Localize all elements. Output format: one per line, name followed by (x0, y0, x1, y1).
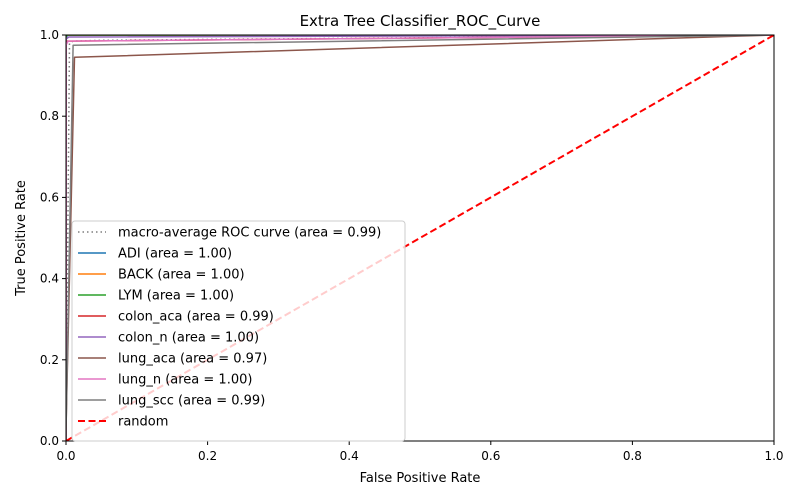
legend-label: BACK (area = 1.00) (118, 268, 245, 283)
series-line-lung-n (66, 35, 774, 441)
legend-label: macro-average ROC curve (area = 0.99) (118, 226, 381, 241)
x-tick-label: 0.2 (198, 449, 217, 463)
legend-box (71, 220, 406, 442)
y-tick-label: 1.0 (40, 28, 59, 42)
legend-label: LYM (area = 1.00) (118, 289, 234, 304)
y-axis-label: True Positive Rate (14, 180, 29, 297)
y-tick-label: 0.2 (40, 353, 59, 367)
series-line-lung-aca (66, 35, 774, 441)
legend-label: lung_aca (area = 0.97) (118, 352, 267, 367)
series-line-colon-n (66, 35, 774, 441)
y-tick-label: 0.8 (40, 109, 59, 123)
x-tick-label: 0.6 (481, 449, 500, 463)
legend-label: colon_aca (area = 0.99) (118, 310, 274, 325)
legend-label: random (118, 415, 168, 430)
chart-title: Extra Tree Classifier_ROC_Curve (300, 12, 541, 31)
y-tick-label: 0.6 (40, 190, 59, 204)
legend-label: lung_n (area = 1.00) (118, 373, 252, 388)
axes-layer: 0.0 0.2 0.4 0.6 0.8 1.0 0.0 0.2 0.4 0.6 0.8 1.0 (40, 28, 784, 463)
plot-frame (65, 34, 775, 442)
y-tick-label: 0.0 (40, 434, 59, 448)
x-tick-label: 0.0 (56, 449, 75, 463)
legend: macro-average ROC curve (area = 0.99) ADI… (71, 220, 406, 442)
legend-label: ADI (area = 1.00) (118, 247, 232, 262)
x-tick-label: 1.0 (764, 449, 783, 463)
x-tick-label: 0.8 (623, 449, 642, 463)
y-tick-label: 0.4 (40, 272, 59, 286)
x-axis-label: False Positive Rate (360, 471, 481, 486)
x-tick-label: 0.4 (340, 449, 359, 463)
legend-label: colon_n (area = 1.00) (118, 331, 259, 346)
series-line-lung-scc (66, 35, 774, 441)
legend-label: lung_scc (area = 0.99) (118, 394, 265, 409)
